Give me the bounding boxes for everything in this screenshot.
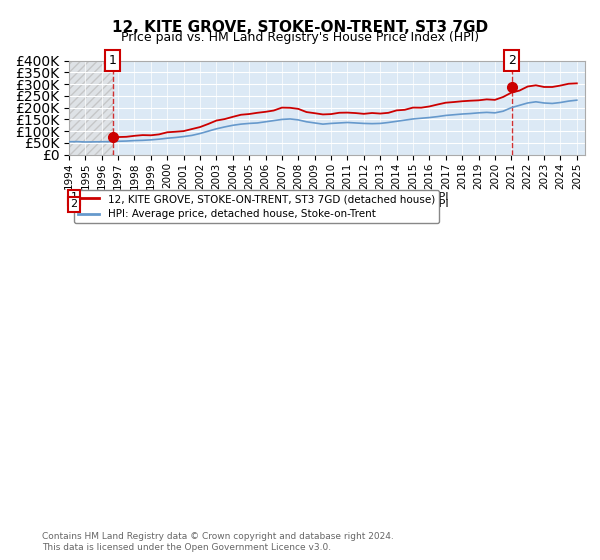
Text: 12, KITE GROVE, STOKE-ON-TRENT, ST3 7GD: 12, KITE GROVE, STOKE-ON-TRENT, ST3 7GD [112, 20, 488, 35]
Text: 2: 2 [71, 199, 77, 209]
Text: 1: 1 [71, 193, 77, 202]
Legend: 12, KITE GROVE, STOKE-ON-TRENT, ST3 7GD (detached house), HPI: Average price, de: 12, KITE GROVE, STOKE-ON-TRENT, ST3 7GD … [74, 190, 439, 223]
Text: 49% ↑ HPI: 49% ↑ HPI [389, 199, 449, 209]
Text: 11-JAN-2021: 11-JAN-2021 [100, 199, 177, 209]
Text: 30-AUG-1996: 30-AUG-1996 [100, 193, 181, 202]
Text: 1: 1 [109, 54, 116, 67]
Text: 2: 2 [508, 54, 516, 67]
Text: Price paid vs. HM Land Registry's House Price Index (HPI): Price paid vs. HM Land Registry's House … [121, 31, 479, 44]
Text: £75,000: £75,000 [286, 193, 331, 202]
Text: £287,500: £287,500 [286, 199, 339, 209]
Text: Contains HM Land Registry data © Crown copyright and database right 2024.
This d: Contains HM Land Registry data © Crown c… [42, 532, 394, 552]
Text: 37% ↑ HPI: 37% ↑ HPI [389, 193, 448, 202]
